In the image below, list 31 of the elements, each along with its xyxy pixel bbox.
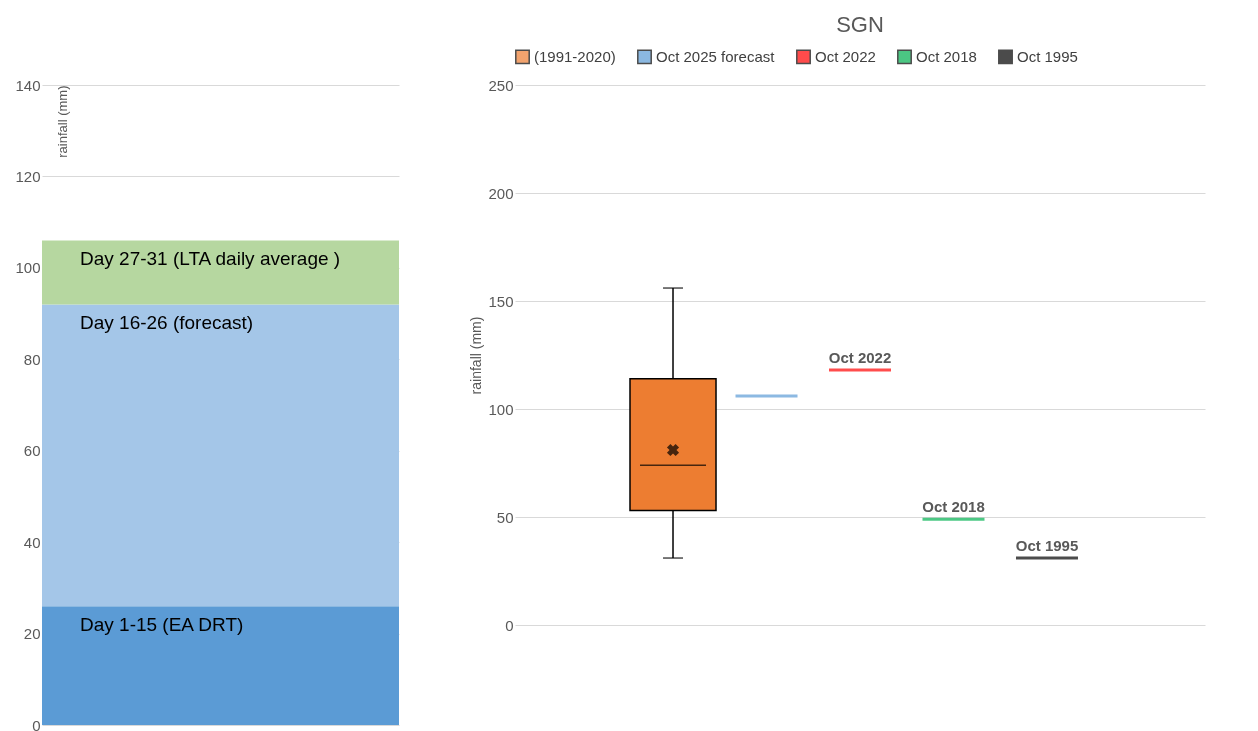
legend-label: Oct 2025 forecast: [656, 47, 776, 65]
chart-title: SGN: [836, 12, 884, 37]
y-tick-label: 0: [32, 716, 41, 731]
y-tick-label: 200: [488, 184, 514, 202]
series-label: Day 16-26 (forecast): [80, 312, 254, 334]
y-tick-label: 120: [15, 167, 41, 185]
annotation: Oct 1995: [1015, 537, 1079, 555]
y-tick-label: 40: [23, 533, 41, 551]
y-tick-label: 80: [23, 350, 41, 368]
legend-label: Oct 1995: [1017, 47, 1078, 65]
y-tick-label: 50: [496, 508, 514, 526]
y-axis-title: rainfall (mm): [468, 316, 485, 395]
series-label: Day 27-31 (LTA daily average ): [80, 248, 341, 270]
y-tick-label: 100: [15, 259, 41, 277]
y-tick-label: 20: [23, 625, 41, 643]
y-tick-label: 140: [15, 76, 41, 94]
legend-label: (1991-2020): [534, 47, 616, 65]
y-tick-label: 0: [505, 616, 514, 634]
bar: [42, 304, 399, 607]
annotation: Oct 2018: [922, 498, 985, 516]
y-tick-label: 60: [23, 442, 41, 460]
bar: [42, 240, 399, 305]
bar: [42, 606, 399, 725]
legend-label: Oct 2018: [916, 47, 977, 65]
annotation: Oct 2022: [828, 349, 892, 367]
series-label: Day 1-15 (EA DRT): [80, 614, 244, 636]
y-tick-label: 250: [488, 76, 514, 94]
y-tick-label: 100: [488, 400, 514, 418]
legend-label: Oct 2022: [815, 47, 876, 65]
y-tick-label: 150: [488, 292, 514, 310]
y-axis-title: rainfall (mm): [54, 85, 70, 158]
